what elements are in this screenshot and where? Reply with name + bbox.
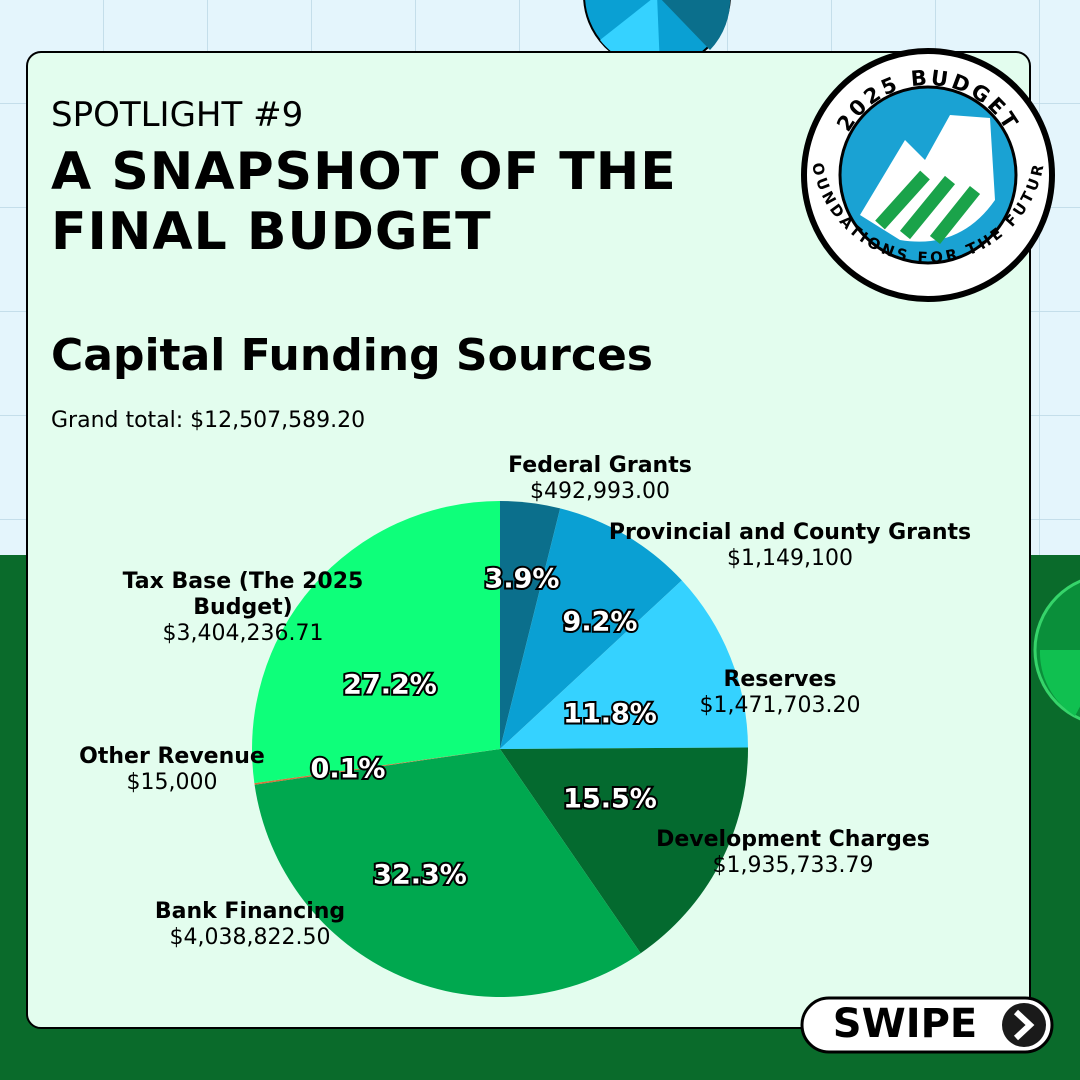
amount-label: $1,935,733.79: [712, 853, 874, 878]
percent-label: 32.3%: [373, 860, 467, 891]
page-title: A SNAPSHOT OF THE FINAL BUDGET: [51, 142, 677, 262]
chart-title: Capital Funding Sources: [51, 330, 653, 381]
category-label: Tax Base (The 2025 Budget): [122, 569, 364, 620]
pie-slice: [500, 508, 682, 749]
swipe-button[interactable]: SWIPE: [800, 996, 1054, 1054]
slice-label: Federal Grants $492,993.00: [508, 453, 692, 505]
pie-slice: [500, 580, 748, 749]
slice-label: Development Charges $1,935,733.79: [656, 827, 930, 879]
pie: 3.9%9.2% 11.8% 15.5% 32.3% 0.1% 27.2%: [251, 501, 749, 997]
category-label: Other Revenue: [79, 744, 265, 769]
chart-subtitle: Grand total: $12,507,589.20: [51, 408, 366, 433]
amount-label: $3,404,236.71: [162, 621, 324, 646]
percent-label: 3.9%: [485, 564, 560, 595]
slice-label: Provincial and County Grants $1,149,100: [609, 520, 971, 572]
percent-label: 0.1%: [311, 754, 386, 785]
category-label: Development Charges: [656, 827, 930, 852]
percent-label: 27.2%: [343, 670, 437, 701]
kicker: SPOTLIGHT #9: [51, 95, 304, 135]
amount-label: $4,038,822.50: [169, 925, 331, 950]
amount-label: $1,149,100: [727, 546, 853, 571]
pie-slice: [254, 749, 641, 997]
category-label: Provincial and County Grants: [608, 520, 972, 545]
amount-label: $15,000: [126, 770, 218, 795]
percent-label: 15.5%: [563, 784, 657, 815]
category-label: Federal Grants: [508, 453, 692, 478]
pie-slice: [254, 749, 500, 785]
pie-slice: [251, 501, 500, 784]
slice-label: Other Revenue $15,000: [79, 744, 265, 796]
amount-label: $1,471,703.20: [699, 693, 861, 718]
swipe-label[interactable]: SWIPE: [833, 1001, 977, 1047]
pie-slice: [500, 747, 749, 954]
percent-label: 11.8%: [563, 699, 657, 730]
slice-label: Bank Financing $4,038,822.50: [155, 899, 345, 951]
percent-label: 9.2%: [563, 607, 638, 638]
amount-label: $492,993.00: [530, 479, 670, 504]
slice-label: Reserves $1,471,703.20: [700, 667, 861, 719]
pie-slice: [500, 501, 561, 749]
slice-label: Tax Base (The 2025 Budget) $3,404,236.71: [118, 569, 368, 647]
category-label: Bank Financing: [154, 899, 346, 924]
deco-pie-right: [1033, 579, 1080, 721]
category-label: Reserves: [723, 667, 837, 692]
